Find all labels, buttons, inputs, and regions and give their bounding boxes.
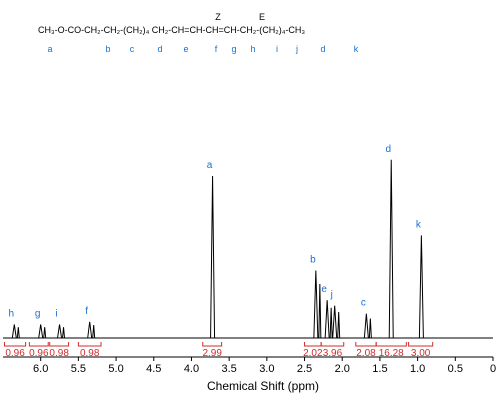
integral-bracket bbox=[304, 342, 322, 347]
x-tick-label: 5.0 bbox=[108, 363, 123, 375]
structure-position-label: b bbox=[105, 44, 110, 54]
x-tick-label: 1.5 bbox=[372, 363, 387, 375]
integral-value: 2.08 bbox=[356, 348, 376, 359]
x-tick-label: 5.5 bbox=[71, 363, 86, 375]
peak-label: f bbox=[85, 306, 88, 317]
integral-bracket bbox=[49, 342, 70, 347]
integral-value: 16.28 bbox=[379, 348, 404, 359]
structure-position-label: f bbox=[215, 44, 218, 54]
peak-label: g bbox=[35, 309, 41, 320]
structure-position-label: k bbox=[354, 44, 359, 54]
structure-position-label: d bbox=[157, 44, 162, 54]
integral-value: 0.96 bbox=[5, 348, 25, 359]
structure-position-label: e bbox=[183, 44, 188, 54]
integral-bracket bbox=[408, 342, 434, 347]
peak-label: i bbox=[55, 309, 57, 320]
integral-bracket bbox=[202, 342, 223, 347]
integral-value: 0.98 bbox=[49, 348, 69, 359]
peak-label: j bbox=[330, 290, 333, 301]
x-tick-label: 1.0 bbox=[410, 363, 425, 375]
integral-value: 0.96 bbox=[29, 348, 49, 359]
integral-value: 0.98 bbox=[80, 348, 100, 359]
structure-position-label: d bbox=[320, 44, 325, 54]
x-tick-label: 2.5 bbox=[297, 363, 312, 375]
double-bond-label: E bbox=[259, 12, 265, 22]
peak-label: d bbox=[385, 144, 391, 155]
peak-label: b bbox=[310, 255, 316, 266]
double-bond-label: Z bbox=[215, 12, 221, 22]
integral-bracket bbox=[355, 342, 377, 347]
x-tick-label: 0 bbox=[490, 363, 496, 375]
integral-bracket bbox=[320, 342, 345, 347]
molecule-structure: CH₃-O-CO-CH₂-CH₂-(CH₂)₄ CH₂-CH=CH-CH=CH-… bbox=[38, 25, 305, 35]
peak-label: e bbox=[321, 284, 327, 295]
structure-formula: CH₃-O-CO-CH₂-CH₂-(CH₂)₄ CH₂-CH=CH-CH=CH-… bbox=[38, 25, 305, 35]
x-tick-label: 3.5 bbox=[222, 363, 237, 375]
integral-value: 2.99 bbox=[202, 348, 222, 359]
integral-value: 2.02 bbox=[303, 348, 323, 359]
structure-position-label: j bbox=[295, 44, 298, 54]
x-axis-title: Chemical Shift (ppm) bbox=[207, 379, 319, 393]
x-tick-label: 3.0 bbox=[259, 363, 274, 375]
structure-position-label: a bbox=[47, 44, 52, 54]
peak-label: k bbox=[416, 219, 422, 230]
integral-value: 3.96 bbox=[323, 348, 343, 359]
x-tick-label: 4.5 bbox=[146, 363, 161, 375]
integral-value: 3.00 bbox=[411, 348, 431, 359]
peak-label: h bbox=[9, 309, 15, 320]
structure-position-label: h bbox=[250, 44, 255, 54]
structure-position-label: c bbox=[130, 44, 135, 54]
structure-position-label: g bbox=[231, 44, 236, 54]
integral-bracket bbox=[375, 342, 407, 347]
peak-label: c bbox=[361, 298, 366, 309]
spectrum-trace bbox=[3, 159, 493, 339]
x-tick-label: 2.0 bbox=[335, 363, 350, 375]
peak-label: a bbox=[207, 160, 213, 171]
x-tick-label: 4.0 bbox=[184, 363, 199, 375]
integral-bracket bbox=[4, 342, 27, 347]
x-tick-label: 6.0 bbox=[33, 363, 48, 375]
integral-bracket bbox=[77, 342, 102, 347]
x-tick-label: 0.5 bbox=[448, 363, 463, 375]
integral-bracket bbox=[28, 342, 49, 347]
structure-position-label: i bbox=[276, 44, 278, 54]
